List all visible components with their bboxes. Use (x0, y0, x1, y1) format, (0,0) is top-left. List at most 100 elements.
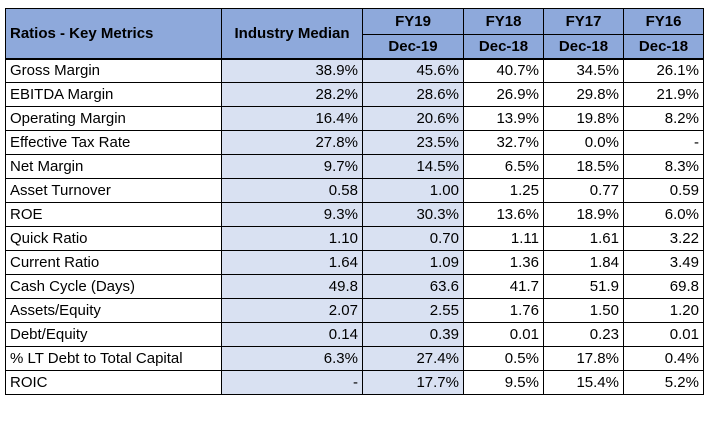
metric-label: Asset Turnover (5, 178, 222, 203)
fy19-value: 45.6% (362, 57, 464, 83)
fy17-value: 34.5% (543, 57, 624, 83)
fy16-value: 3.49 (623, 250, 704, 275)
table-row: Debt/Equity 0.14 0.39 0.01 0.23 0.01 (5, 322, 704, 347)
fy17-value: 19.8% (543, 106, 624, 131)
header-fy16: FY16 (623, 8, 704, 35)
metric-label: Gross Margin (5, 57, 222, 83)
fy18-value: 32.7% (463, 130, 544, 155)
fy16-value: 6.0% (623, 202, 704, 227)
metric-label: Net Margin (5, 154, 222, 179)
fy18-value: 1.36 (463, 250, 544, 275)
fy19-value: 28.6% (362, 82, 464, 107)
table-row: Operating Margin 16.4% 20.6% 13.9% 19.8% 8.2% (5, 106, 704, 131)
fy19-value: 14.5% (362, 154, 464, 179)
fy16-value: 3.22 (623, 226, 704, 251)
fy16-value: 0.59 (623, 178, 704, 203)
fy16-value: 69.8 (623, 274, 704, 299)
header-metrics: Ratios - Key Metrics (5, 8, 222, 59)
fy16-value: 5.2% (623, 370, 704, 395)
table-row: Gross Margin 38.9% 45.6% 40.7% 34.5% 26.1% (5, 57, 704, 83)
fy19-value: 23.5% (362, 130, 464, 155)
fy17-value: 18.9% (543, 202, 624, 227)
fy17-value: 0.0% (543, 130, 624, 155)
fy17-value: 1.84 (543, 250, 624, 275)
metric-label: Assets/Equity (5, 298, 222, 323)
table-row: ROE 9.3% 30.3% 13.6% 18.9% 6.0% (5, 202, 704, 227)
industry-median-value: 9.7% (221, 154, 363, 179)
header-period-fy16: Dec-18 (623, 34, 704, 59)
fy19-value: 30.3% (362, 202, 464, 227)
industry-median-value: 49.8 (221, 274, 363, 299)
table-row: Net Margin 9.7% 14.5% 6.5% 18.5% 8.3% (5, 154, 704, 179)
table-row: % LT Debt to Total Capital 6.3% 27.4% 0.5% 1… (5, 346, 704, 371)
metric-label: Current Ratio (5, 250, 222, 275)
metric-label: Operating Margin (5, 106, 222, 131)
industry-median-value: 6.3% (221, 346, 363, 371)
fy19-value: 27.4% (362, 346, 464, 371)
industry-median-value: 28.2% (221, 82, 363, 107)
fy19-value: 2.55 (362, 298, 464, 323)
industry-median-value: 0.14 (221, 322, 363, 347)
table-row: Current Ratio 1.64 1.09 1.36 1.84 3.49 (5, 250, 704, 275)
fy18-value: 0.01 (463, 322, 544, 347)
fy19-value: 17.7% (362, 370, 464, 395)
fy18-value: 1.11 (463, 226, 544, 251)
metric-label: ROE (5, 202, 222, 227)
table-row: Quick Ratio 1.10 0.70 1.11 1.61 3.22 (5, 226, 704, 251)
fy17-value: 15.4% (543, 370, 624, 395)
metric-label: Cash Cycle (Days) (5, 274, 222, 299)
industry-median-value: 27.8% (221, 130, 363, 155)
header-industry-median: Industry Median (221, 8, 363, 59)
industry-median-value: 0.58 (221, 178, 363, 203)
fy18-value: 1.76 (463, 298, 544, 323)
fy18-value: 9.5% (463, 370, 544, 395)
fy16-value: - (623, 130, 704, 155)
industry-median-value: 2.07 (221, 298, 363, 323)
fy17-value: 17.8% (543, 346, 624, 371)
header-fy18: FY18 (463, 8, 544, 35)
table-row: Asset Turnover 0.58 1.00 1.25 0.77 0.59 (5, 178, 704, 203)
industry-median-value: 9.3% (221, 202, 363, 227)
metric-label: Debt/Equity (5, 322, 222, 347)
fy19-value: 1.00 (362, 178, 464, 203)
ratios-table-container: Ratios - Key Metrics Industry Median FY1… (5, 8, 704, 395)
metric-label: Effective Tax Rate (5, 130, 222, 155)
fy18-value: 13.6% (463, 202, 544, 227)
fy18-value: 40.7% (463, 57, 544, 83)
industry-median-value: - (221, 370, 363, 395)
metric-label: % LT Debt to Total Capital (5, 346, 222, 371)
table-row: Effective Tax Rate 27.8% 23.5% 32.7% 0.0% - (5, 130, 704, 155)
table-row: ROIC -17.7% 9.5% 15.4% 5.2% (5, 370, 704, 395)
fy18-value: 0.5% (463, 346, 544, 371)
fy17-value: 29.8% (543, 82, 624, 107)
fy18-value: 6.5% (463, 154, 544, 179)
fy17-value: 0.23 (543, 322, 624, 347)
fy16-value: 0.4% (623, 346, 704, 371)
metric-label: Quick Ratio (5, 226, 222, 251)
metric-label: ROIC (5, 370, 222, 395)
fy17-value: 51.9 (543, 274, 624, 299)
fy19-value: 1.09 (362, 250, 464, 275)
fy16-value: 1.20 (623, 298, 704, 323)
fy19-value: 0.39 (362, 322, 464, 347)
fy18-value: 13.9% (463, 106, 544, 131)
ratios-table: Ratios - Key Metrics Industry Median FY1… (5, 8, 704, 395)
header-fy17: FY17 (543, 8, 624, 35)
fy19-value: 0.70 (362, 226, 464, 251)
fy17-value: 1.61 (543, 226, 624, 251)
header-period-fy19: Dec-19 (362, 34, 464, 59)
table-row: Assets/Equity 2.07 2.55 1.76 1.50 1.20 (5, 298, 704, 323)
fy17-value: 0.77 (543, 178, 624, 203)
fy19-value: 20.6% (362, 106, 464, 131)
fy18-value: 41.7 (463, 274, 544, 299)
fy18-value: 26.9% (463, 82, 544, 107)
table-row: EBITDA Margin 28.2% 28.6% 26.9% 29.8% 21.9% (5, 82, 704, 107)
metric-label: EBITDA Margin (5, 82, 222, 107)
industry-median-value: 38.9% (221, 57, 363, 83)
fy18-value: 1.25 (463, 178, 544, 203)
header-fy19: FY19 (362, 8, 464, 35)
fy16-value: 0.01 (623, 322, 704, 347)
fy16-value: 26.1% (623, 57, 704, 83)
fy16-value: 8.2% (623, 106, 704, 131)
fy16-value: 8.3% (623, 154, 704, 179)
